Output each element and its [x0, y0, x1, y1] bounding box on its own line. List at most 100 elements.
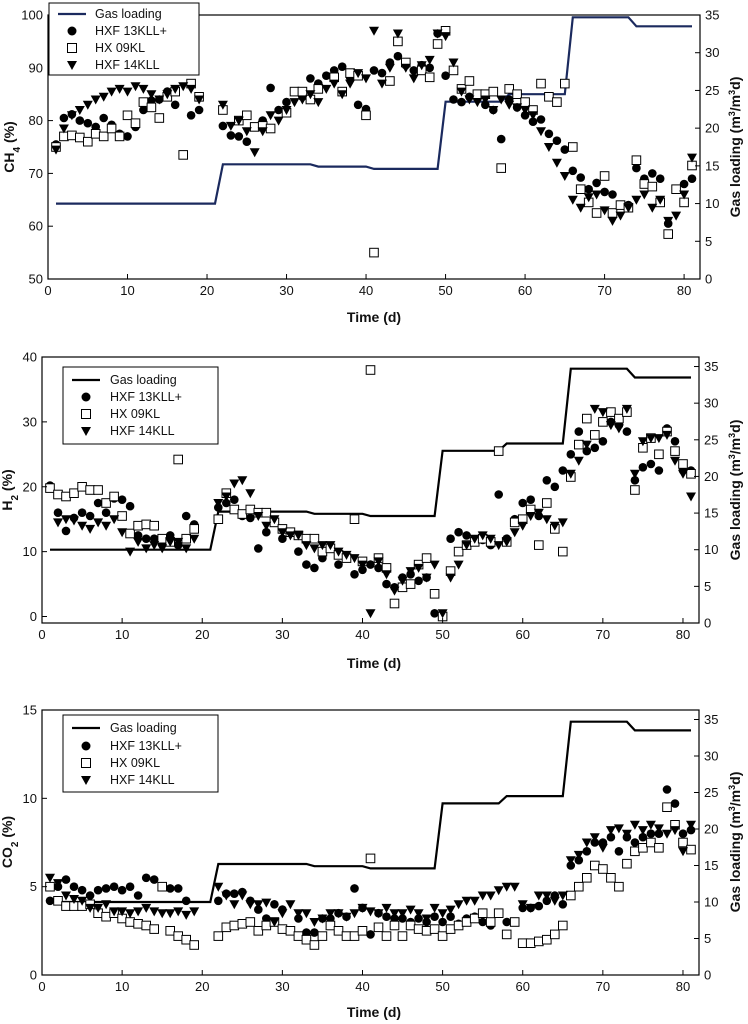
ch4-point-triangle [607, 216, 618, 226]
co2-point-square [445, 924, 456, 934]
h2-y-tick-label: 20 [23, 479, 37, 494]
h2-point-triangle [501, 537, 512, 547]
co2-point-triangle [333, 909, 344, 919]
co2-point-triangle [325, 909, 336, 919]
co2-point-square [582, 873, 592, 883]
co2-point-triangle [293, 909, 304, 919]
ch4-y2-tick-label: 35 [705, 8, 719, 23]
ch4-x-tick-label: 80 [677, 283, 691, 298]
ch4-point-square [130, 118, 141, 129]
h2-x-tick-label: 20 [195, 627, 209, 642]
ch4-y-tick-label: 90 [29, 60, 43, 75]
h2-point-triangle [173, 537, 184, 547]
co2-point-circle [414, 914, 423, 923]
ch4-x-tick-label: 20 [200, 283, 214, 298]
co2-point-circle [165, 884, 175, 893]
ch4-legend-circle-marker [67, 26, 77, 36]
h2-point-triangle [69, 516, 79, 526]
ch4-point-square [138, 97, 149, 107]
ch4-point-circle [75, 116, 85, 125]
h2-point-triangle [645, 434, 656, 444]
co2-point-circle [302, 928, 311, 937]
h2-point-triangle [293, 531, 304, 541]
ch4-point-triangle [90, 95, 101, 105]
co2-point-triangle [605, 826, 616, 836]
h2-point-triangle [549, 521, 560, 531]
h2-point-square [582, 413, 592, 424]
co2-point-triangle [253, 900, 264, 910]
h2-point-circle [141, 534, 151, 543]
ch4-point-square [154, 113, 165, 123]
co2-point-triangle [45, 873, 55, 883]
h2-x-tick-label: 0 [38, 627, 45, 642]
co2-point-triangle [453, 900, 464, 910]
h2-point-triangle [413, 563, 424, 573]
co2-point-square [189, 940, 199, 950]
ch4-point-square [75, 132, 85, 143]
ch4-point-square [671, 184, 681, 194]
co2-point-square [630, 846, 640, 857]
h2-x-tick-label: 80 [676, 627, 690, 642]
co2-x-tick-label: 60 [515, 979, 529, 994]
co2-point-circle [173, 884, 183, 893]
ch4-x-tick-label: 70 [597, 283, 611, 298]
co2-point-triangle [477, 891, 488, 901]
co2-point-triangle [357, 903, 368, 913]
ch4-point-triangle [655, 195, 666, 205]
co2-point-triangle [301, 909, 312, 919]
ch4-point-triangle [297, 95, 308, 105]
ch4-point-square [98, 131, 109, 142]
h2-point-circle [133, 531, 143, 540]
ch4-point-circle [234, 132, 244, 141]
co2-point-triangle [149, 907, 160, 917]
ch4-point-triangle [496, 95, 507, 105]
h2-point-square [133, 520, 143, 531]
h2-point-triangle [325, 541, 336, 551]
co2-point-triangle [501, 882, 512, 892]
h2-y-tick-label: 0 [30, 609, 37, 624]
ch4-point-triangle [233, 116, 244, 126]
ch4-point-triangle [58, 124, 69, 134]
h2-point-triangle [493, 541, 504, 551]
ch4-point-square [67, 130, 77, 141]
h2-point-triangle [461, 541, 472, 551]
h2-x-tick-label: 30 [275, 627, 289, 642]
ch4-point-circle [528, 117, 538, 126]
co2-point-square [493, 908, 504, 919]
h2-x-axis-label: Time (d) [347, 655, 401, 671]
h2-point-circle [101, 508, 111, 517]
co2-point-triangle [469, 896, 480, 906]
co2-point-triangle [629, 820, 640, 830]
co2-point-square [389, 920, 400, 931]
h2-point-triangle [445, 573, 456, 583]
h2-y-tick-label: 40 [23, 350, 37, 365]
ch4-y-tick-label: 80 [29, 113, 43, 128]
ch4-y2-tick-label: 10 [705, 196, 719, 211]
co2-point-triangle [101, 900, 112, 910]
h2-point-square [670, 446, 680, 456]
h2-legend-label-13kll: HXF 13KLL+ [110, 390, 182, 404]
h2-point-circle [630, 476, 640, 485]
h2-point-square [453, 546, 464, 557]
ch4-point-square [647, 181, 658, 192]
ch4-point-square [385, 76, 395, 86]
h2-point-triangle [245, 489, 256, 499]
h2-point-triangle [573, 456, 584, 466]
co2-point-triangle [165, 909, 176, 919]
co2-point-square [301, 934, 312, 945]
co2-x-tick-label: 0 [38, 979, 45, 994]
co2-point-square [133, 919, 143, 929]
h2-x-tick-label: 70 [596, 627, 610, 642]
co2-point-circle [69, 882, 79, 891]
h2-point-circle [181, 511, 191, 521]
h2-point-triangle [597, 408, 608, 418]
co2-point-triangle [517, 900, 528, 910]
h2-point-square [542, 498, 552, 508]
ch4-point-square [361, 110, 371, 121]
ch4-point-triangle [345, 79, 356, 89]
co2-point-circle [382, 912, 391, 921]
co2-point-triangle [525, 903, 536, 913]
co2-point-square [566, 890, 576, 901]
co2-point-triangle [133, 907, 144, 917]
